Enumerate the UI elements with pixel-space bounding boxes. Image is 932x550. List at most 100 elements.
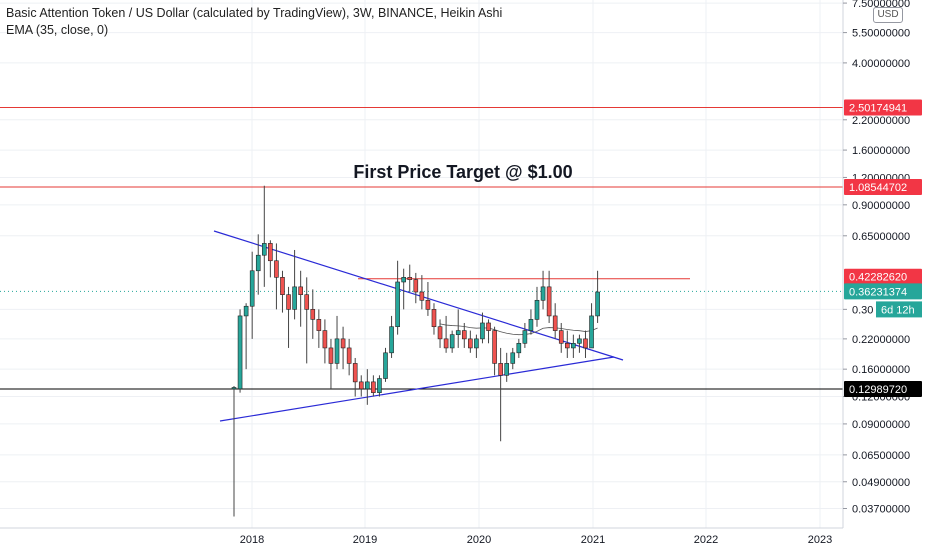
candle xyxy=(522,322,528,348)
candle xyxy=(395,260,400,335)
y-tick-label: 4.00000000 xyxy=(852,58,910,70)
candle-body xyxy=(316,319,322,331)
candle-body xyxy=(365,381,370,390)
candle xyxy=(292,249,297,320)
price-labels: 2.50174941 1.08544702 0.42282620 0.36231374… xyxy=(844,99,922,397)
currency-button[interactable]: USD xyxy=(873,7,903,23)
x-tick-label: 2019 xyxy=(353,534,377,546)
candle-body xyxy=(552,315,558,331)
price-label: 0.12989720 xyxy=(844,381,922,397)
candle xyxy=(407,264,413,293)
ema-polyline xyxy=(439,323,598,336)
y-tick-label: 0.90000000 xyxy=(852,200,910,212)
candle xyxy=(401,268,406,310)
candle xyxy=(280,270,285,313)
price-label-bg xyxy=(844,283,922,300)
candle-body xyxy=(322,330,328,349)
candle-body xyxy=(583,338,588,349)
candle-body xyxy=(352,363,358,383)
price-label-bg xyxy=(844,381,922,397)
candle-body xyxy=(564,342,570,349)
candle xyxy=(546,270,552,323)
candle xyxy=(468,330,473,353)
candle xyxy=(413,272,419,304)
candle xyxy=(540,270,546,310)
symbol-title: Basic Attention Token / US Dollar (calcu… xyxy=(6,6,503,20)
candle xyxy=(571,334,576,358)
candle xyxy=(249,251,255,339)
candle xyxy=(492,326,497,376)
indicator-legend[interactable]: EMA (35, close, 0) xyxy=(6,23,109,37)
candle-body xyxy=(595,291,600,317)
horizontal-levels xyxy=(0,107,843,390)
candle xyxy=(564,330,570,358)
candle-body xyxy=(371,381,376,393)
y-tick-label: 0.03700000 xyxy=(852,503,910,515)
candle xyxy=(455,309,461,348)
candle xyxy=(274,243,279,310)
candle xyxy=(237,309,243,393)
candle xyxy=(510,347,516,370)
candle-body xyxy=(480,322,485,340)
candle xyxy=(371,375,376,397)
price-label-text: 0.12989720 xyxy=(849,384,907,396)
candle-body xyxy=(328,347,334,364)
candle xyxy=(304,277,310,364)
candle-body xyxy=(431,309,437,328)
price-axis[interactable]: 7.50000000 5.50000000 4.00000000 2.20000000… xyxy=(843,0,910,515)
candle xyxy=(365,369,370,405)
candle xyxy=(286,286,291,348)
candle xyxy=(516,338,522,358)
price-label-text: 0.42282620 xyxy=(849,272,907,284)
candle xyxy=(377,375,382,397)
candle xyxy=(425,281,431,316)
price-label: 0.36231374 xyxy=(844,283,922,300)
y-tick-label: 2.20000000 xyxy=(852,115,910,127)
price-label: 0.42282620 xyxy=(844,268,922,285)
candle-body xyxy=(389,326,394,354)
price-label-bg xyxy=(844,268,922,285)
candle xyxy=(310,289,316,339)
candle-body xyxy=(346,347,352,364)
candle-body xyxy=(237,315,243,390)
candle-body xyxy=(243,305,249,317)
countdown-text: 6d 12h xyxy=(881,304,915,316)
candle xyxy=(461,322,467,348)
x-tick-label: 2018 xyxy=(240,534,264,546)
x-tick-label: 2023 xyxy=(808,534,832,546)
candle-body xyxy=(401,277,406,283)
y-tick-label: 5.50000000 xyxy=(852,28,910,40)
candle xyxy=(474,334,479,358)
price-label-bg xyxy=(844,99,922,116)
price-label: 2.50174941 xyxy=(844,99,922,116)
chart-title: First Price Target @ $1.00 xyxy=(353,162,572,182)
candle-body xyxy=(268,243,273,262)
ascending-trendline[interactable] xyxy=(219,356,615,422)
y-tick-label: 0.16000000 xyxy=(852,364,910,376)
candle-body xyxy=(425,299,431,310)
y-tick-label: 0.65000000 xyxy=(852,231,910,243)
candle-body xyxy=(358,381,364,390)
candle xyxy=(316,309,322,348)
candle xyxy=(358,375,364,397)
candle-body xyxy=(461,330,467,340)
candle xyxy=(328,338,334,389)
candle-body xyxy=(334,338,340,364)
candle xyxy=(534,286,540,327)
candle xyxy=(583,330,588,358)
price-label-text: 0.36231374 xyxy=(849,286,907,298)
candle-body xyxy=(437,326,443,340)
time-axis[interactable]: 2018 2019 2020 2021 2022 2023 xyxy=(240,534,832,546)
x-tick-label: 2022 xyxy=(694,534,718,546)
candle xyxy=(552,303,558,339)
candle xyxy=(577,334,582,353)
candle xyxy=(389,315,394,358)
candle-body xyxy=(255,254,261,272)
candle xyxy=(346,338,352,376)
price-label-text: 2.50174941 xyxy=(849,103,907,115)
candle xyxy=(558,322,564,353)
candle xyxy=(298,270,303,327)
candle-body xyxy=(449,334,455,349)
candle xyxy=(268,240,273,278)
